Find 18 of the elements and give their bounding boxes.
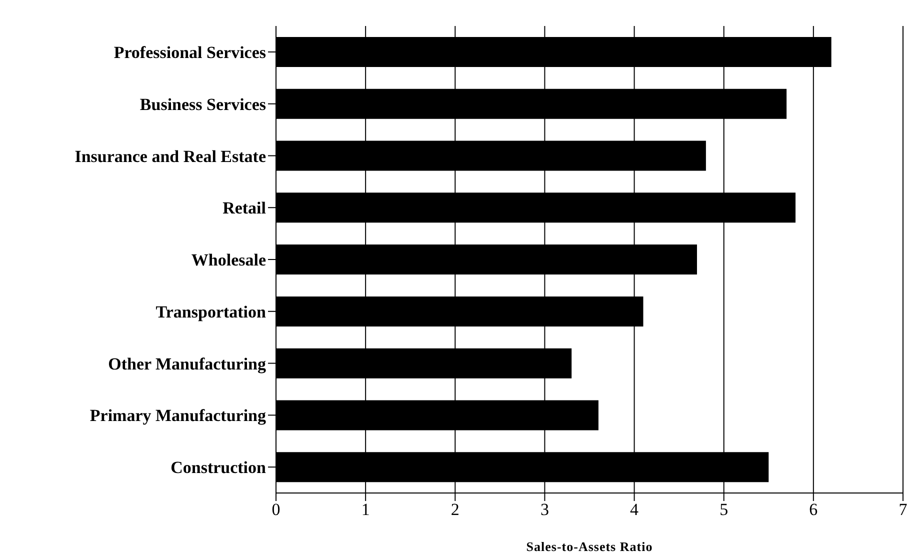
x-tick-label: 4 — [630, 500, 640, 520]
x-tick-label: 6 — [809, 500, 818, 520]
x-tick-label: 5 — [720, 500, 728, 520]
y-tick-label: Wholesale — [191, 250, 266, 270]
x-tick-label: 2 — [450, 500, 460, 520]
x-tick-label: 1 — [361, 500, 370, 520]
y-tick-label: Transportation — [156, 302, 267, 322]
y-tick-label: Insurance and Real Estate — [74, 146, 266, 166]
x-axis-title: Sales-to-Assets Ratio — [526, 539, 653, 553]
x-tick-label: 7 — [898, 500, 908, 520]
y-tick-label: Other Manufacturing — [108, 354, 266, 374]
y-tick-label: Business Services — [140, 94, 266, 114]
x-tick-label: 0 — [272, 500, 280, 520]
x-tick-label: 3 — [540, 500, 549, 520]
y-tick-label: Retail — [222, 198, 266, 218]
y-tick-label: Primary Manufacturing — [90, 406, 266, 426]
y-tick-label: Construction — [170, 458, 267, 478]
y-tick-label: Professional Services — [114, 42, 266, 62]
